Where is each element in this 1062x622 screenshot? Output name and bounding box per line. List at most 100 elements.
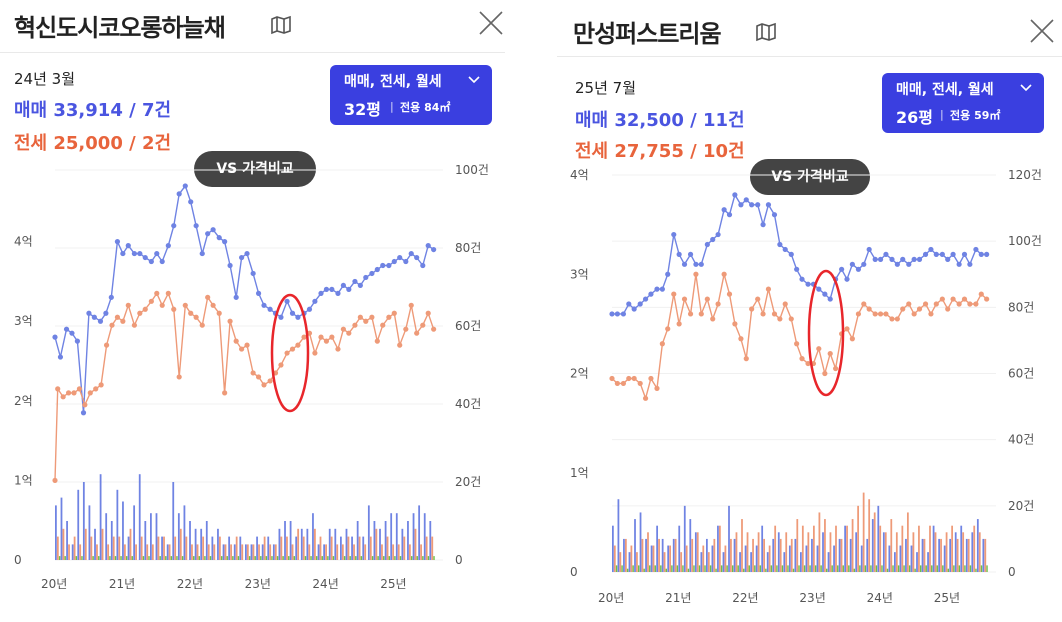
volume-bar-monthly — [809, 565, 811, 572]
series-point — [82, 402, 88, 408]
series-point — [749, 202, 755, 208]
series-point — [210, 302, 216, 308]
volume-bar-monthly — [704, 565, 706, 572]
volume-bar-monthly — [654, 565, 656, 572]
volume-bar-jeonse — [79, 544, 82, 560]
series-point — [665, 326, 671, 332]
series-point — [788, 316, 794, 322]
map-icon[interactable] — [270, 15, 292, 35]
series-point — [844, 326, 850, 332]
volume-bar-monthly — [360, 556, 363, 560]
volume-bar-sale — [694, 532, 697, 572]
series-point — [374, 266, 380, 273]
series-point — [386, 262, 392, 269]
y-left-tick-label: 3억 — [14, 314, 33, 328]
volume-bar-jeonse — [741, 519, 743, 572]
volume-bar-sale — [138, 474, 141, 560]
series-point — [956, 261, 962, 267]
series-point — [380, 262, 386, 269]
series-point — [323, 286, 330, 292]
series-point — [671, 231, 677, 238]
volume-bar-jeonse — [857, 505, 859, 572]
y-left-tick-label: 4억 — [14, 235, 33, 249]
close-icon[interactable] — [1027, 16, 1057, 46]
volume-bar-jeonse — [906, 512, 909, 572]
volume-bar-monthly — [925, 565, 927, 572]
series-point — [154, 290, 160, 296]
series-line — [611, 274, 988, 401]
volume-bar-sale — [194, 528, 197, 560]
filter-size: 26평 — [896, 108, 933, 127]
volume-bar-jeonse — [269, 544, 272, 560]
volume-bar-jeonse — [774, 525, 777, 572]
y-right-tick-label: 20건 — [1008, 499, 1034, 513]
volume-bar-jeonse — [330, 536, 333, 560]
highlight-ellipse — [270, 293, 310, 413]
vs-compare-button[interactable]: VS 가격비교 — [194, 151, 316, 187]
y-right-tick-label: 0 — [1008, 565, 1016, 579]
trade-filter-button[interactable]: 매매, 전세, 월세 26평 | 전용 59㎡ — [882, 73, 1044, 133]
series-point — [318, 290, 324, 296]
series-point — [148, 298, 154, 304]
series-point — [188, 199, 194, 205]
sale-summary: 매매 32,500 / 11건 — [575, 110, 745, 131]
volume-bar-sale — [650, 545, 653, 572]
volume-bar-jeonse — [785, 532, 788, 572]
volume-bar-monthly — [942, 565, 944, 572]
volume-bar-sale — [849, 538, 852, 572]
volume-bar-jeonse — [56, 536, 59, 560]
close-icon[interactable] — [476, 8, 506, 38]
vs-compare-button[interactable]: VS 가격비교 — [750, 159, 870, 195]
series-point — [171, 306, 177, 312]
series-point — [335, 346, 341, 352]
volume-bar-sale — [689, 519, 692, 572]
series-point — [721, 207, 727, 213]
jeonse-summary: 전세 27,755 / 10건 — [575, 141, 745, 162]
volume-bar-jeonse — [674, 538, 677, 572]
series-point — [222, 239, 228, 245]
series-point — [642, 395, 649, 401]
volume-bar-sale — [177, 513, 180, 560]
series-point — [906, 261, 912, 267]
volume-bar-monthly — [209, 556, 212, 560]
series-point — [788, 251, 794, 257]
volume-bar-monthly — [260, 556, 262, 560]
volume-bar-jeonse — [235, 536, 238, 560]
volume-bar-sale — [706, 538, 708, 572]
volume-bar-jeonse — [252, 544, 255, 560]
series-point — [65, 390, 72, 396]
series-point — [654, 385, 660, 391]
series-point — [687, 311, 694, 317]
volume-bar-sale — [816, 545, 819, 572]
volume-bar-sale — [960, 525, 963, 572]
volume-bar-jeonse — [420, 544, 422, 560]
volume-bar-jeonse — [696, 532, 699, 572]
volume-bar-monthly — [715, 568, 717, 572]
volume-bar-monthly — [176, 556, 178, 560]
volume-bar-jeonse — [658, 538, 660, 572]
volume-bar-sale — [245, 544, 247, 560]
volume-bar-jeonse — [392, 544, 395, 560]
volume-bar-monthly — [892, 565, 894, 572]
y-left-tick-label: 1억 — [14, 473, 33, 487]
volume-bar-jeonse — [347, 536, 350, 560]
series-point — [839, 266, 845, 272]
volume-bar-sale — [312, 513, 314, 560]
volume-bar-sale — [362, 536, 365, 560]
trade-filter-button[interactable]: 매매, 전세, 월세 32평 | 전용 84㎡ — [330, 65, 492, 125]
volume-bar-sale — [772, 538, 775, 572]
y-left-tick-label: 0 — [14, 553, 22, 567]
series-point — [109, 322, 115, 328]
x-tick-label: 21년 — [665, 591, 691, 605]
volume-bar-sale — [833, 545, 835, 572]
volume-bar-sale — [783, 552, 786, 572]
volume-bar-sale — [943, 545, 946, 572]
volume-bar-jeonse — [297, 528, 300, 560]
volume-bar-jeonse — [824, 519, 826, 572]
series-point — [397, 342, 403, 348]
volume-bar-sale — [233, 544, 236, 560]
map-icon[interactable] — [755, 22, 777, 42]
series-point — [159, 302, 165, 308]
volume-bar-sale — [617, 499, 620, 572]
y-left-tick-label: 0 — [570, 565, 578, 579]
